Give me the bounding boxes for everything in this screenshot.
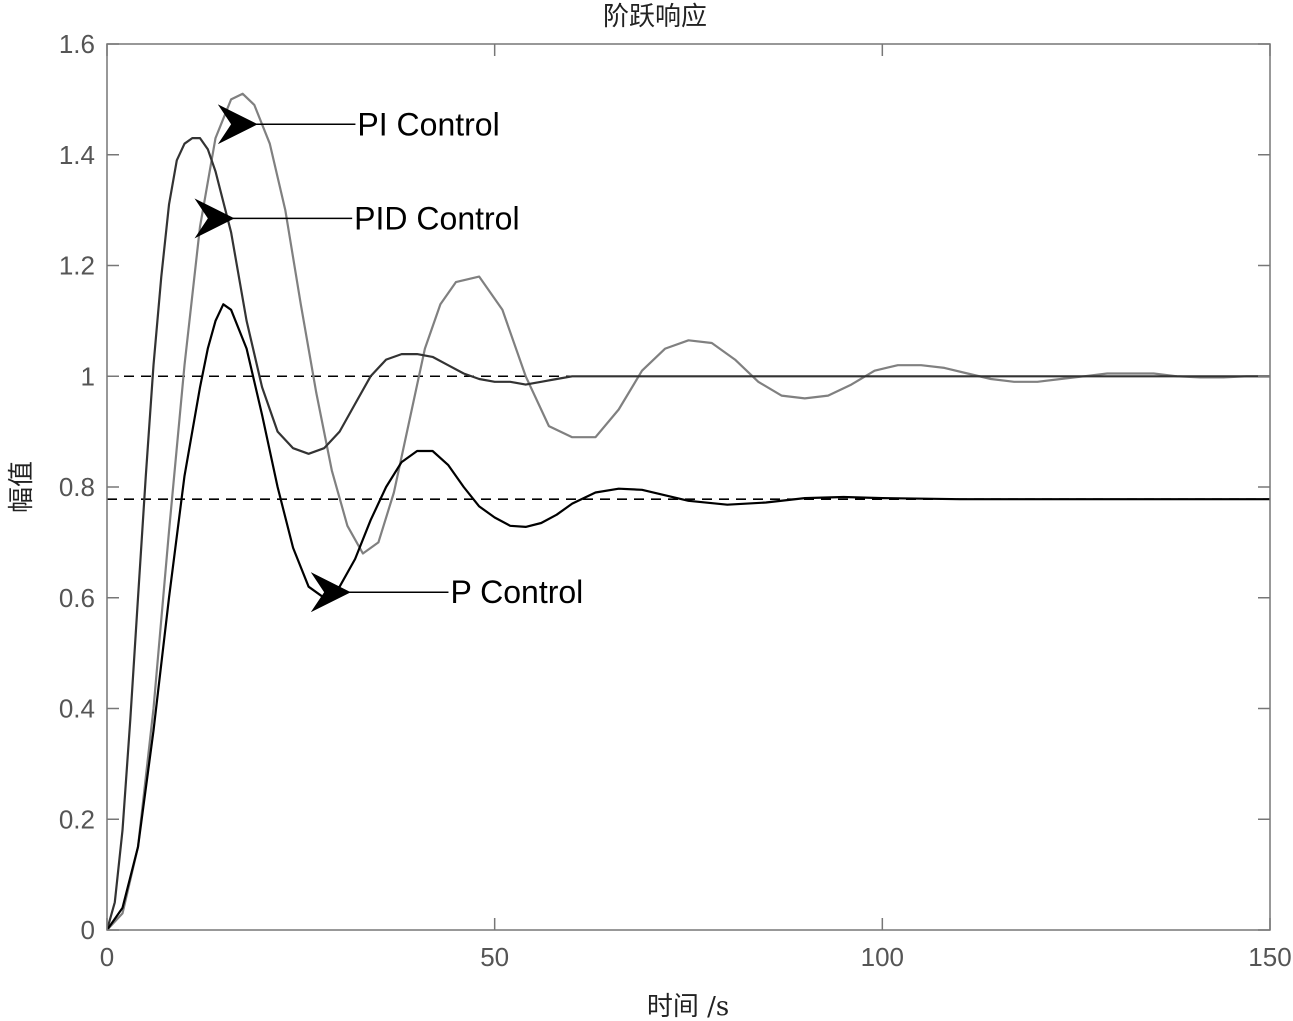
y-tick-label: 0.4	[59, 694, 95, 724]
chart-title: 阶跃响应	[603, 2, 707, 32]
y-tick-label: 0.6	[59, 583, 95, 613]
series-line-pid	[107, 137, 1270, 930]
y-tick-label: 1	[81, 361, 95, 391]
y-tick-label: 0.8	[59, 472, 95, 502]
x-tick-label: 50	[480, 942, 509, 972]
y-tick-label: 1.2	[59, 251, 95, 281]
x-tick-label: 0	[100, 942, 114, 972]
annotations: PI Control PID Control P Control	[194, 104, 583, 613]
annotation-label: P Control	[450, 574, 583, 610]
y-tick-label: 1.4	[59, 140, 95, 170]
y-tick-label: 0.2	[59, 804, 95, 834]
y-axis-label: 幅值	[7, 461, 37, 513]
annotation-label: PID Control	[354, 200, 519, 236]
x-tick-label: 100	[861, 942, 904, 972]
plot-layer	[107, 92, 1270, 930]
y-tick-label: 0	[81, 915, 95, 945]
axis-ticks	[106, 43, 1271, 931]
y-tick-label: 1.6	[59, 29, 95, 59]
annotation-label: PI Control	[357, 106, 499, 142]
series-line-pi	[107, 92, 1270, 930]
x-tick-label: 150	[1248, 942, 1291, 972]
series-line-p	[107, 303, 1270, 930]
x-axis-label: 时间 /s	[647, 992, 729, 1021]
tick-labels: 0 50 100 150 0 0.2 0.4 0.6 0.8 1 1.2 1.4 1.6	[59, 29, 1292, 972]
